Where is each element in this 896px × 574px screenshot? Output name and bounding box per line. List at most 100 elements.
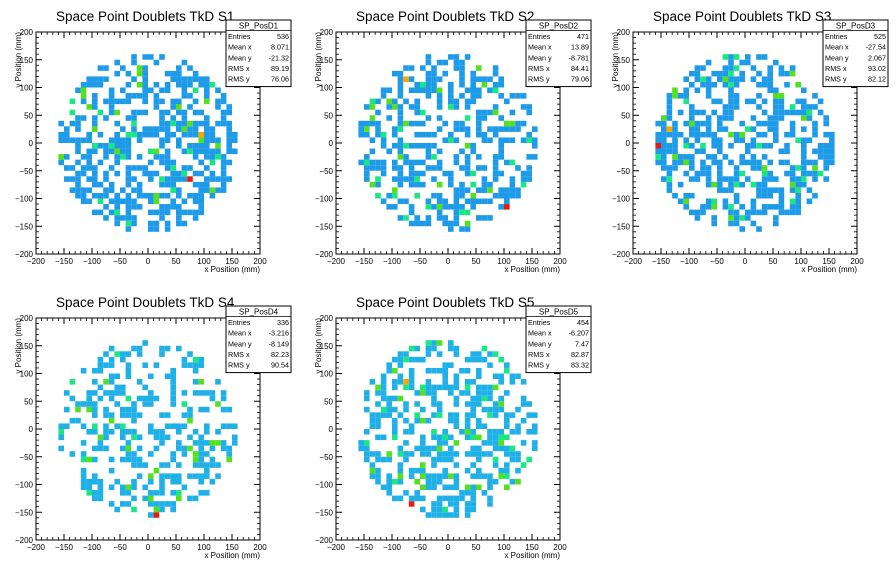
heatmap-cell <box>773 204 779 210</box>
heatmap-cell <box>711 137 717 143</box>
heatmap-cell <box>369 451 376 457</box>
heatmap-cell <box>164 87 171 94</box>
chart-panel-4: −200 −150 −100 −50 0 50 100 150 200−200−150−100−… <box>14 295 292 560</box>
heatmap-cell <box>215 440 221 446</box>
heatmap-cell <box>722 115 729 121</box>
heatmap-cell <box>375 98 381 105</box>
heatmap-cell <box>64 131 70 138</box>
y-tick-label: −50 <box>319 453 333 462</box>
heatmap-cell <box>92 148 98 155</box>
heatmap-cell <box>153 192 160 199</box>
heatmap-cell <box>181 401 188 407</box>
heatmap-cell <box>397 451 404 457</box>
heatmap-cell <box>817 109 824 116</box>
heatmap-cell <box>677 154 684 160</box>
heatmap-cell <box>509 379 516 385</box>
heatmap-cell <box>198 490 204 496</box>
heatmap-cell <box>448 170 454 177</box>
heatmap-cell <box>476 467 482 474</box>
heatmap-cell <box>164 473 171 479</box>
heatmap-cell <box>448 81 454 88</box>
heatmap-cell <box>767 76 773 82</box>
stats-label: RMS y <box>528 361 550 370</box>
heatmap-cell <box>170 159 176 166</box>
heatmap-cell <box>812 126 818 132</box>
heatmap-cell <box>761 187 768 193</box>
heatmap-cell <box>220 406 227 413</box>
y-tick-label: −200 <box>315 250 334 259</box>
heatmap-cell <box>176 204 182 210</box>
heatmap-cell <box>403 456 409 463</box>
heatmap-cell <box>436 198 443 205</box>
heatmap-cell <box>176 429 182 435</box>
heatmap-cell <box>504 198 510 205</box>
y-tick-label: 100 <box>617 84 631 93</box>
heatmap-cell <box>464 484 471 491</box>
heatmap-cell <box>136 473 143 479</box>
heatmap-cell <box>784 159 790 166</box>
heatmap-cell <box>728 65 734 71</box>
heatmap-cell <box>722 70 729 77</box>
heatmap-cell <box>215 462 221 468</box>
heatmap-cell <box>380 395 387 402</box>
heatmap-cell <box>532 440 538 446</box>
heatmap-cell <box>164 81 171 88</box>
heatmap-cell <box>728 131 734 138</box>
heatmap-cell <box>136 154 143 160</box>
heatmap-cell <box>504 137 510 143</box>
heatmap-cell <box>358 126 364 132</box>
stats-box-frame <box>225 305 292 374</box>
heatmap-cell <box>453 451 460 457</box>
heatmap-cell <box>453 512 460 518</box>
heatmap-cell <box>464 417 471 424</box>
heatmap-cell <box>64 406 70 413</box>
heatmap-cell <box>728 93 734 99</box>
heatmap-cell <box>795 181 801 188</box>
heatmap-cell <box>131 93 137 99</box>
y-tick-label: 200 <box>320 28 334 37</box>
heatmap-cell <box>661 131 667 138</box>
heatmap-cell <box>136 81 143 88</box>
heatmap-cell <box>414 445 420 452</box>
heatmap-cell <box>717 165 723 171</box>
heatmap-cell <box>392 395 398 402</box>
heatmap-cell <box>789 109 796 116</box>
heatmap-cell <box>403 440 409 446</box>
heatmap-cell <box>677 159 684 166</box>
heatmap-cell <box>487 406 493 413</box>
heatmap-cell <box>789 65 796 71</box>
heatmap-cell <box>778 192 785 199</box>
heatmap-cell <box>136 379 143 385</box>
heatmap-cell <box>694 148 701 155</box>
heatmap-cell <box>728 209 734 216</box>
heatmap-cell <box>375 467 381 474</box>
heatmap-cell <box>728 104 734 110</box>
heatmap-cell <box>136 181 143 188</box>
heatmap-cell <box>198 120 204 127</box>
heatmap-cell <box>689 70 695 77</box>
heatmap-cell <box>103 434 109 441</box>
heatmap-cell <box>492 170 499 177</box>
heatmap-cell <box>492 131 499 138</box>
heatmap-cell <box>492 104 499 110</box>
heatmap-cell <box>778 65 785 71</box>
heatmap-cell <box>103 143 109 149</box>
heatmap-cell <box>487 198 493 205</box>
heatmap-cell <box>761 170 768 177</box>
heatmap-cell <box>142 462 148 468</box>
chart-panel-2: −200 −150 −100 −50 0 50 100 150 200−200−150−100−… <box>314 9 592 274</box>
heatmap-cell <box>187 126 193 132</box>
heatmap-cell <box>711 109 717 116</box>
heatmap-cell <box>114 384 120 391</box>
heatmap-cell <box>504 417 510 424</box>
heatmap-cell <box>215 429 221 435</box>
heatmap-cell <box>397 76 404 82</box>
heatmap-cell <box>408 379 415 385</box>
heatmap-cell <box>92 170 98 177</box>
heatmap-cell <box>181 59 188 66</box>
heatmap-cell <box>498 170 504 177</box>
heatmap-cell <box>806 159 813 166</box>
heatmap-cell <box>364 165 370 171</box>
heatmap-cell <box>453 154 460 160</box>
heatmap-cell <box>176 187 182 193</box>
